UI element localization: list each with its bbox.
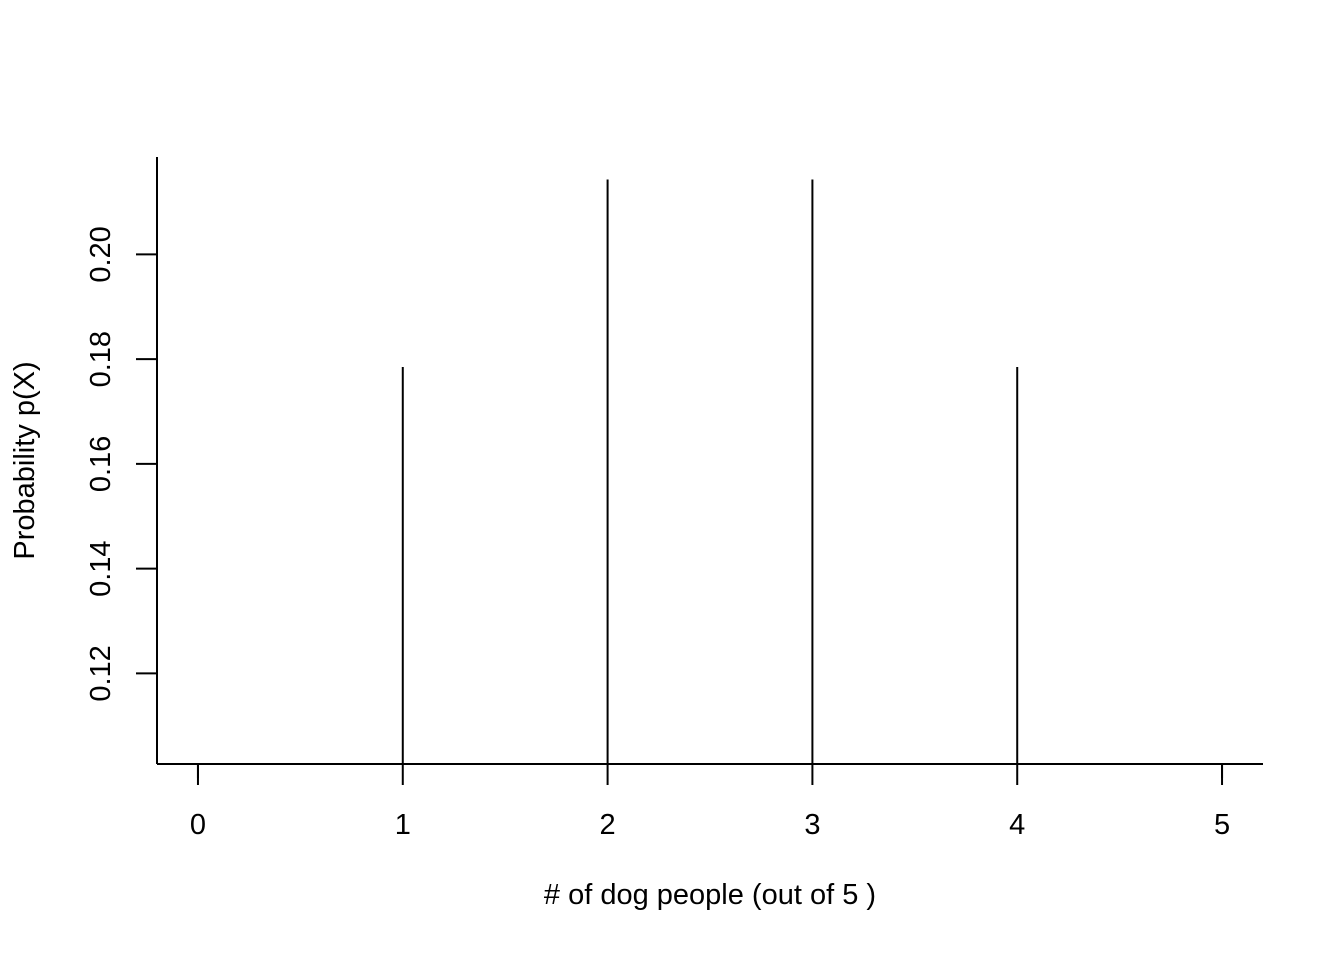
x-axis-title: # of dog people (out of 5 ) — [544, 879, 876, 911]
x-tick-label-2: 2 — [600, 809, 616, 841]
y-axis-title: Probability p(X) — [9, 361, 41, 559]
y-tick-label-0.20: 0.20 — [85, 226, 117, 282]
x-axis-ticks: 0 1 2 3 4 5 — [190, 764, 1230, 841]
x-tick-label-4: 4 — [1009, 809, 1025, 841]
y-axis-ticks: 0.12 0.14 0.16 0.18 0.20 — [85, 226, 157, 702]
stems-group — [196, 179, 1224, 779]
x-tick-label-0: 0 — [190, 809, 206, 841]
x-tick-label-3: 3 — [804, 809, 820, 841]
x-tick-label-1: 1 — [395, 809, 411, 841]
y-tick-label-0.16: 0.16 — [85, 436, 117, 492]
y-tick-label-0.14: 0.14 — [85, 540, 117, 596]
y-tick-label-0.12: 0.12 — [85, 645, 117, 701]
x-tick-label-5: 5 — [1214, 809, 1230, 841]
y-tick-label-0.18: 0.18 — [85, 331, 117, 387]
